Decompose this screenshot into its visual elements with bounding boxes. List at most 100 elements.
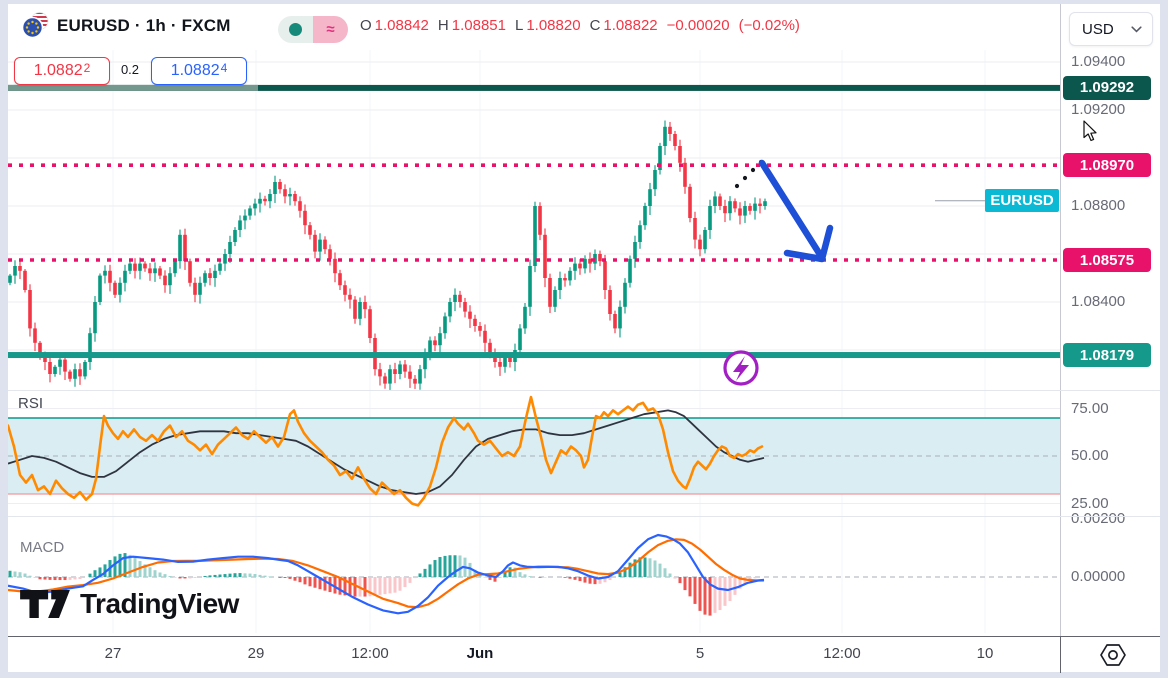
macd-histogram-bar — [443, 555, 447, 577]
high-label: H — [437, 17, 449, 34]
symbol-title[interactable]: EURUSD · 1h · FXCM — [57, 16, 231, 35]
macd-histogram-bar — [103, 564, 107, 577]
candle-body — [438, 333, 442, 346]
tradingview-logo[interactable]: TradingView — [20, 588, 239, 620]
candle-body — [523, 306, 527, 329]
low-value: 1.08820 — [526, 17, 581, 34]
candle-body — [603, 261, 607, 290]
indicator-toggle-pill[interactable]: ≈ — [278, 16, 348, 43]
sell-bid-button[interactable]: 1.0882 2 — [14, 57, 110, 85]
candle-body — [173, 261, 177, 274]
symbol-price-label: EURUSD — [985, 189, 1059, 212]
macd-histogram-bar — [148, 567, 152, 577]
tradingview-logo-text: TradingView — [80, 588, 239, 619]
candle-body — [723, 206, 727, 214]
macd-histogram-bar — [403, 577, 407, 588]
pane-separator[interactable] — [8, 516, 1160, 517]
candle-body — [8, 275, 12, 283]
candle-body — [208, 273, 212, 278]
macd-histogram-bar — [703, 577, 707, 615]
candle-body — [658, 146, 662, 170]
mouse-cursor — [1083, 120, 1097, 142]
candle-body — [343, 285, 347, 295]
macd-histogram-bar — [223, 574, 227, 577]
pane-separator[interactable] — [8, 390, 1160, 391]
macd-histogram-bar — [13, 571, 17, 577]
macd-histogram-bar — [713, 577, 717, 613]
currency-value: USD — [1082, 20, 1114, 38]
price-level-badge: 1.09292 — [1063, 75, 1151, 100]
candle-body — [678, 146, 682, 163]
candle-body — [558, 278, 562, 290]
price-level-line[interactable] — [8, 352, 1060, 359]
candle-body — [583, 258, 587, 269]
macd-histogram-bar — [503, 572, 507, 577]
candle-body — [78, 369, 82, 377]
price-level-line[interactable] — [8, 84, 1060, 91]
macd-histogram-bar — [63, 577, 67, 581]
macd-histogram-bar — [608, 577, 612, 581]
candle-body — [333, 258, 337, 274]
macd-histogram-bar — [568, 577, 572, 579]
rsi-pane-label[interactable]: RSI — [18, 395, 44, 412]
drawn-arrow-shaft[interactable] — [758, 159, 823, 257]
buy-ask-button[interactable]: 1.0882 4 — [151, 57, 247, 85]
candle-body — [703, 230, 707, 250]
macd-pane-label[interactable]: MACD — [20, 539, 65, 556]
candle-body — [613, 314, 617, 329]
macd-histogram-bar — [383, 577, 387, 595]
macd-histogram-bar — [538, 577, 542, 578]
candle-body — [443, 316, 447, 334]
macd-histogram-bar — [283, 577, 287, 578]
macd-histogram-bar — [113, 556, 117, 577]
ohlc-row: O 1.08842 H 1.08851 L 1.08820 C 1.08822 −0.0… — [360, 17, 800, 34]
candle-body — [698, 239, 702, 250]
candle-body — [458, 294, 462, 302]
macd-histogram-bar — [513, 567, 517, 577]
candle-body — [608, 290, 612, 314]
candle-body — [318, 239, 322, 252]
macd-histogram-bar — [318, 577, 322, 590]
price-axis[interactable]: USD 1.09400 1.09200 1.08800 1.08400 75.00 50.… — [1060, 4, 1160, 636]
macd-histogram-bar — [603, 577, 607, 583]
time-axis[interactable]: 27 29 12:00 Jun 5 12:00 10 — [8, 636, 1160, 673]
candle-body — [268, 194, 272, 202]
chart-canvas[interactable] — [8, 4, 1060, 636]
macd-histogram-bar — [478, 574, 482, 577]
candle-body — [108, 270, 112, 283]
candle-body — [748, 206, 752, 211]
candle-body — [578, 263, 582, 269]
currency-dropdown[interactable]: USD — [1069, 12, 1153, 46]
candle-body — [228, 242, 232, 254]
candle-body — [733, 201, 737, 209]
candle-body — [258, 198, 262, 204]
candle-body — [303, 210, 307, 226]
candle-body — [553, 290, 557, 307]
macd-histogram-bar — [348, 577, 352, 597]
candle-body — [743, 206, 747, 216]
time-tick: 5 — [695, 645, 705, 662]
candle-body — [348, 294, 352, 300]
macd-histogram-bar — [258, 574, 262, 577]
candle-body — [13, 266, 17, 276]
macd-histogram-bar — [398, 577, 402, 591]
settings-icon[interactable] — [1098, 641, 1128, 669]
axis-divider — [1060, 637, 1061, 673]
symbol-flag-icon — [22, 12, 49, 39]
candle-body — [628, 258, 632, 283]
candle-body — [693, 218, 697, 240]
macd-histogram-bar — [248, 573, 252, 577]
macd-histogram-bar — [708, 577, 712, 616]
macd-histogram-bar — [453, 555, 457, 577]
toggle-approx-segment: ≈ — [313, 16, 348, 43]
macd-histogram-bar — [378, 577, 382, 595]
macd-histogram-bar — [88, 573, 92, 577]
macd-histogram-bar — [473, 569, 477, 577]
macd-histogram-bar — [683, 577, 687, 591]
macd-histogram-bar — [28, 575, 32, 577]
macd-histogram-bar — [213, 574, 217, 577]
macd-histogram-bar — [693, 577, 697, 604]
candle-body — [713, 196, 717, 206]
candle-body — [463, 302, 467, 312]
tradingview-logo-mark-icon — [20, 590, 70, 618]
